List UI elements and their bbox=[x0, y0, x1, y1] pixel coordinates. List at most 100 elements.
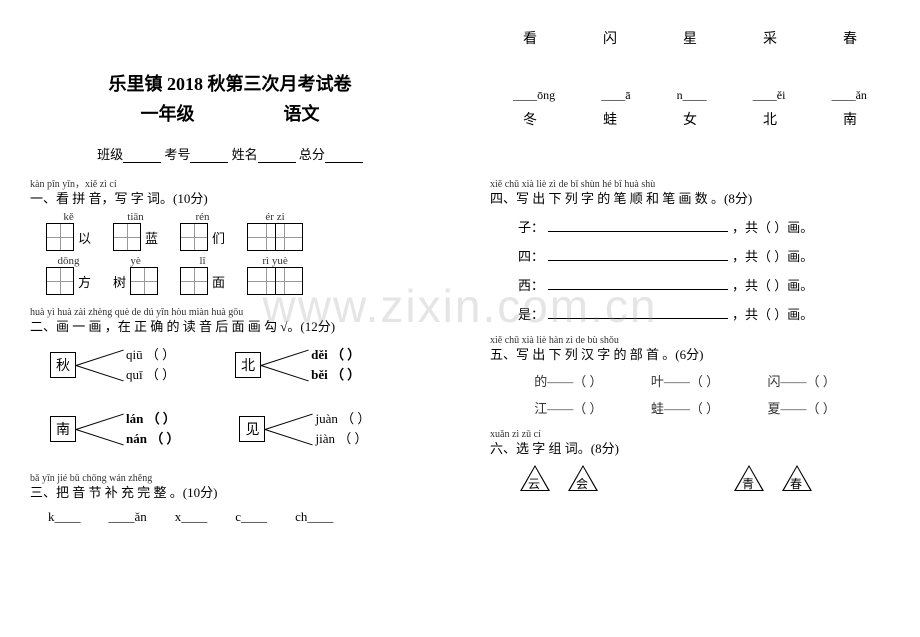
q1-pinyin-cell: rén bbox=[196, 211, 210, 223]
pinyin-item[interactable]: ____ōng bbox=[513, 88, 555, 103]
q1-pinyin-cell: ér zi bbox=[265, 211, 284, 223]
q6-heading: xuǎn zì zǔ cí 六、选 字 组 词。(8分) bbox=[490, 429, 890, 457]
q4-tail: ，共（ ）画。 bbox=[732, 246, 813, 265]
info-line: 班级 考号 姓名 总分 bbox=[30, 144, 430, 163]
q1-row1: kě 以 tiān 蓝 rén 们 ér zi bbox=[46, 211, 430, 251]
grid-box[interactable] bbox=[180, 223, 208, 251]
trail: 们 bbox=[212, 228, 225, 247]
triangle-row: 云 会 青 春 bbox=[520, 465, 890, 491]
right-top-chars1: 看 闪 星 采 春 bbox=[490, 28, 890, 48]
q5-item[interactable]: 闪——（ ） bbox=[768, 371, 836, 390]
q2-char: 北 bbox=[235, 352, 261, 378]
q4-tail: ，共（ ）画。 bbox=[732, 275, 813, 294]
q2-opt[interactable]: nán （ ） bbox=[126, 429, 179, 449]
q4-line: 西： ，共（ ）画。 bbox=[518, 275, 890, 294]
q5-heading: xiě chū xià liè hàn zì de bù shǒu 五、写 出 … bbox=[490, 335, 890, 363]
q1-pinyin-cell: dōng bbox=[58, 255, 80, 267]
char: 女 bbox=[683, 109, 697, 129]
q2-opts: děi （ ） běi （ ） bbox=[311, 345, 360, 385]
q2-item-right: 北 děi （ ） běi （ ） bbox=[235, 345, 360, 385]
q2-pair: 秋 qiū （ ） quī （ ） 北 děi （ ） běi （ ） bbox=[50, 345, 430, 385]
q5-item[interactable]: 江——（ ） bbox=[534, 398, 602, 417]
stroke-blank[interactable] bbox=[548, 289, 728, 290]
triangle-option[interactable]: 青 bbox=[734, 465, 764, 491]
left-column: 乐里镇 2018 秋第三次月考试卷 一年级 语文 班级 考号 姓名 总分 kàn… bbox=[0, 0, 460, 637]
q2-opt[interactable]: juàn （ ） bbox=[315, 409, 370, 429]
q3-item[interactable]: ____ǎn bbox=[109, 509, 147, 525]
grid-box[interactable] bbox=[180, 267, 208, 295]
q1-pinyin-cell: lǐ bbox=[199, 255, 205, 267]
q2-heading: huà yì huà zài zhèng què de dú yīn hòu m… bbox=[30, 307, 430, 335]
q4-line: 是：，共（ ）画。 bbox=[518, 304, 890, 323]
q5-item[interactable]: 的——（ ） bbox=[534, 371, 602, 390]
q2-opt[interactable]: děi （ ） bbox=[311, 345, 360, 365]
q5-item[interactable]: 蛙——（ ） bbox=[651, 398, 719, 417]
grid-box-double[interactable] bbox=[247, 223, 303, 251]
grid-box[interactable] bbox=[46, 223, 74, 251]
blank-class[interactable] bbox=[123, 149, 161, 163]
trail: 方 bbox=[78, 272, 91, 291]
triangle-option[interactable]: 会 bbox=[568, 465, 598, 491]
q3-item[interactable]: x____ bbox=[175, 509, 208, 525]
q3-item[interactable]: c____ bbox=[235, 509, 267, 525]
triangle-option[interactable]: 春 bbox=[782, 465, 812, 491]
q2-area: 秋 qiū （ ） quī （ ） 北 děi （ ） běi （ ） bbox=[50, 345, 430, 449]
stroke-blank[interactable] bbox=[548, 260, 728, 261]
stroke-blank[interactable] bbox=[548, 231, 728, 232]
char: 北 bbox=[763, 109, 777, 129]
q1-item: yè 树 bbox=[113, 255, 158, 295]
char: 星 bbox=[683, 28, 697, 48]
char: 看 bbox=[523, 28, 537, 48]
q4-char: 西： bbox=[518, 275, 544, 294]
q2-opt[interactable]: lán （ ） bbox=[126, 409, 179, 429]
pinyin-item[interactable]: n____ bbox=[677, 88, 707, 103]
stroke-blank[interactable] bbox=[548, 318, 728, 319]
q2-opts: lán （ ） nán （ ） bbox=[126, 409, 179, 449]
q1-pinyin-cell: yè bbox=[130, 255, 140, 267]
q1-cn: 一、看 拼 音，写 字 词。(10分) bbox=[30, 188, 430, 207]
char: 南 bbox=[843, 109, 857, 129]
pinyin-item[interactable]: ____ěi bbox=[753, 88, 786, 103]
pinyin-item[interactable]: ____ā bbox=[601, 88, 630, 103]
q3-item[interactable]: k____ bbox=[48, 509, 81, 525]
q3-item[interactable]: ch____ bbox=[295, 509, 333, 525]
q2-item-left: 秋 qiū （ ） quī （ ） bbox=[50, 345, 175, 385]
q4-char: 子： bbox=[518, 217, 544, 236]
q5-item[interactable]: 叶——（ ） bbox=[651, 371, 719, 390]
pinyin-item[interactable]: ____ǎn bbox=[832, 88, 867, 103]
q1-pinyin-cell: rì yuè bbox=[262, 255, 287, 267]
q2-char: 见 bbox=[239, 416, 265, 442]
trail: 以 bbox=[78, 228, 91, 247]
q2-opt[interactable]: běi （ ） bbox=[311, 365, 360, 385]
q5-row2: 江——（ ） 蛙——（ ） 夏——（ ） bbox=[510, 398, 860, 417]
q1-heading: kàn pīn yīn，xiě zì cí 一、看 拼 音，写 字 词。(10分… bbox=[30, 175, 430, 207]
q4-cn: 四、写 出 下 列 字 的 笔 顺 和 笔 画 数 。(8分) bbox=[490, 188, 890, 207]
grid-box[interactable] bbox=[130, 267, 158, 295]
title-main: 乐里镇 2018 秋第三次月考试卷 bbox=[30, 70, 430, 96]
grid-box-double[interactable] bbox=[247, 267, 303, 295]
blank-kaohao[interactable] bbox=[190, 149, 228, 163]
q4-heading: xiě chū xià liè zì de bǐ shùn hé bǐ huà … bbox=[490, 179, 890, 207]
q4-line: 四：，共（ ）画。 bbox=[518, 246, 890, 265]
grid-box[interactable] bbox=[46, 267, 74, 295]
q2-opt[interactable]: quī （ ） bbox=[126, 365, 175, 385]
blank-name[interactable] bbox=[258, 149, 296, 163]
q2-opt[interactable]: jiàn （ ） bbox=[315, 429, 370, 449]
triangle-option[interactable]: 云 bbox=[520, 465, 550, 491]
q2-char: 秋 bbox=[50, 352, 76, 378]
grid-box[interactable] bbox=[113, 223, 141, 251]
char: 采 bbox=[763, 28, 777, 48]
q2-cn: 二、画 一 画 ，在 正 确 的 读 音 后 面 画 勾 √。(12分) bbox=[30, 316, 430, 335]
q4-tail: ，共（ ）画。 bbox=[732, 304, 813, 323]
char: 春 bbox=[843, 28, 857, 48]
q1-item: ér zi bbox=[247, 211, 303, 251]
q2-pair: 南 lán （ ） nán （ ） 见 juàn （ ） jiàn （ ） bbox=[50, 409, 430, 449]
trail: 蓝 bbox=[145, 228, 158, 247]
q5-row1: 的——（ ） 叶——（ ） 闪——（ ） bbox=[510, 371, 860, 390]
trail: 面 bbox=[212, 272, 225, 291]
q2-opt[interactable]: qiū （ ） bbox=[126, 345, 175, 365]
q3-heading: bǎ yīn jié bǔ chōng wán zhěng 三、把 音 节 补 … bbox=[30, 473, 430, 501]
blank-total[interactable] bbox=[325, 149, 363, 163]
q1-item: rì yuè bbox=[247, 255, 303, 295]
q5-item[interactable]: 夏——（ ） bbox=[768, 398, 836, 417]
